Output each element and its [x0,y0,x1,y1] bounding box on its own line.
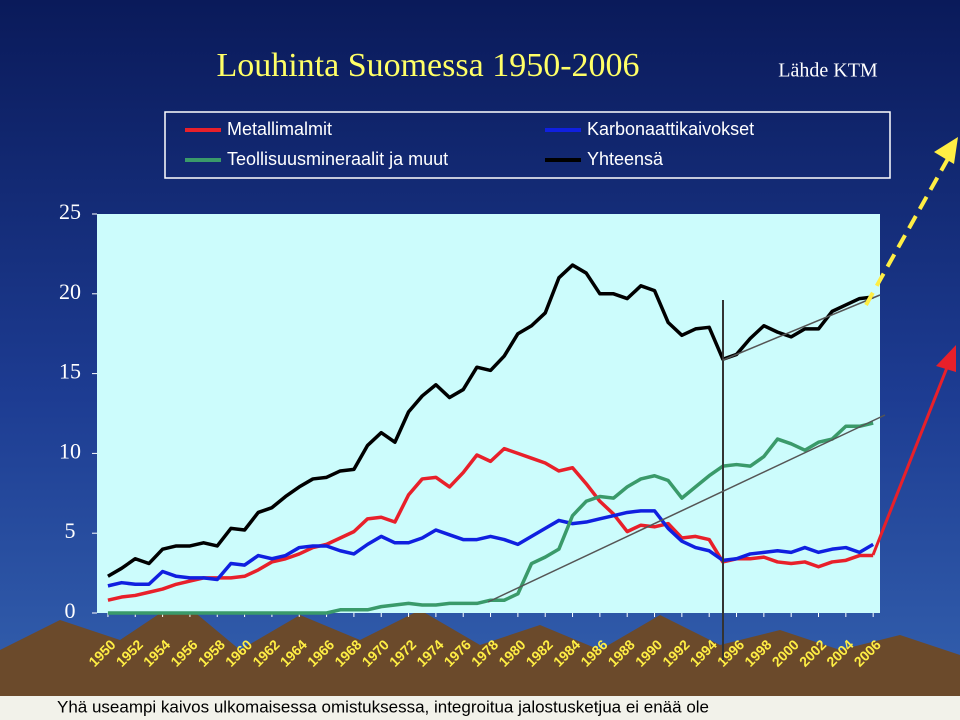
legend-box [164,111,891,179]
footer-band [0,696,960,720]
arrowhead [934,137,958,164]
series-line [107,509,875,588]
projection-arrow [864,154,952,306]
y-tick-label: 20 [59,279,81,304]
projection-arrow [871,364,950,556]
legend-label: Karbonaattikaivokset [587,119,754,139]
arrowhead [936,345,956,372]
plot-area [97,214,880,613]
y-tick-label: 10 [59,438,81,463]
y-tick-label: 25 [59,199,81,224]
legend-label: Yhteensä [587,149,664,169]
trend-line [722,294,881,361]
series-line [107,446,874,602]
trend-line [487,414,886,603]
source: Lähde KTM [778,60,878,82]
y-tick-label: 5 [65,518,76,543]
footer: Yhä useampi kaivos ulkomaisessa omistuks… [57,697,709,716]
y-tick-label: 15 [59,359,81,384]
series-line [107,263,874,578]
mountains [0,600,960,720]
chart-title: Louhinta Suomessa 1950-2006 [216,47,639,84]
y-tick-label: 0 [65,598,76,623]
legend-label: Metallimalmit [227,119,332,139]
legend-label: Teollisuusmineraalit ja muut [227,149,448,169]
